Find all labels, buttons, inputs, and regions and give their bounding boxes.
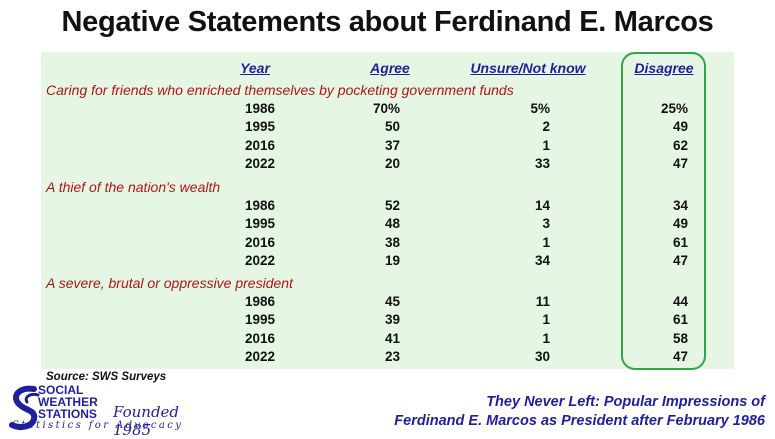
cell-unsure: 11 [535,294,550,309]
logo-line-stations: STATIONS [38,407,97,421]
column-header-disagree: Disagree [634,60,694,76]
cell-unsure: 1 [542,330,550,346]
cell-disagree: 44 [672,294,688,309]
cell-disagree: 49 [672,119,688,135]
cell-disagree: 25% [660,101,688,116]
cell-agree: 23 [384,348,400,364]
cell-year: 2016 [244,330,275,346]
cell-year: 2022 [244,348,275,364]
table-panel [41,52,734,369]
cell-agree: 39 [384,312,400,328]
sws-swirl-icon [9,385,40,430]
cell-unsure: 1 [542,137,550,153]
cell-year: 1995 [244,119,275,135]
cell-year: 2016 [244,234,275,250]
caption-line-1: They Never Left: Popular Impressions of [486,394,765,410]
cell-year: 2022 [244,252,275,268]
cell-disagree: 47 [672,252,688,268]
logo-tagline: Statistics for Advocacy [12,420,184,431]
section-label: A thief of the nation's wealth [46,179,221,195]
logo-line-social: SOCIAL [38,383,84,397]
cell-unsure: 14 [534,198,550,213]
cell-agree: 45 [384,294,400,309]
cell-disagree: 47 [672,155,688,171]
section-label: A severe, brutal or oppressive president [46,275,293,291]
column-header-year: Year [240,60,270,76]
cell-year: 2022 [244,155,275,171]
cell-year: 1986 [244,294,275,309]
cell-disagree: 61 [672,234,688,250]
cell-disagree: 47 [672,348,688,364]
source-note: Source: SWS Surveys [46,371,167,383]
cell-unsure: 1 [542,234,550,250]
cell-unsure: 34 [534,252,550,268]
cell-disagree: 58 [672,330,688,346]
cell-agree: 50 [384,119,400,135]
cell-year: 1995 [244,312,275,328]
page-title: Negative Statements about Ferdinand E. M… [61,6,714,38]
column-header-agree: Agree [370,60,410,76]
sws-logo: SOCIAL WEATHER STATIONS Founded 1985 Sta… [8,383,218,439]
logo-founded: Founded 1985 [113,403,180,439]
cell-year: 1995 [244,216,275,232]
cell-unsure: 1 [542,312,550,328]
cell-disagree: 34 [672,198,688,213]
section-label: Caring for friends who enriched themselv… [46,82,514,98]
cell-agree: 48 [384,216,400,232]
cell-unsure: 3 [542,216,550,232]
cell-disagree: 61 [672,312,688,328]
cell-unsure: 5% [530,101,550,116]
cell-agree: 41 [384,330,400,346]
cell-agree: 52 [384,198,400,213]
cell-unsure: 2 [542,119,550,135]
cell-unsure: 33 [534,155,550,171]
logo-line-weather: WEATHER [38,395,98,409]
cell-agree: 38 [384,234,400,250]
caption: They Never Left: Popular Impressions of … [394,393,765,431]
cell-year: 2016 [244,137,275,153]
cell-agree: 70% [372,101,400,116]
cell-disagree: 62 [672,137,688,153]
cell-year: 1986 [244,198,275,213]
cell-agree: 20 [384,155,400,171]
column-header-unsure: Unsure/Not know [470,60,586,76]
caption-line-2: Ferdinand E. Marcos as President after F… [394,413,765,429]
cell-unsure: 30 [534,348,550,364]
disagree-column-highlight [621,52,706,370]
cell-disagree: 49 [672,216,688,232]
cell-agree: 19 [384,252,400,268]
cell-agree: 37 [384,137,400,153]
cell-year: 1986 [244,101,275,116]
